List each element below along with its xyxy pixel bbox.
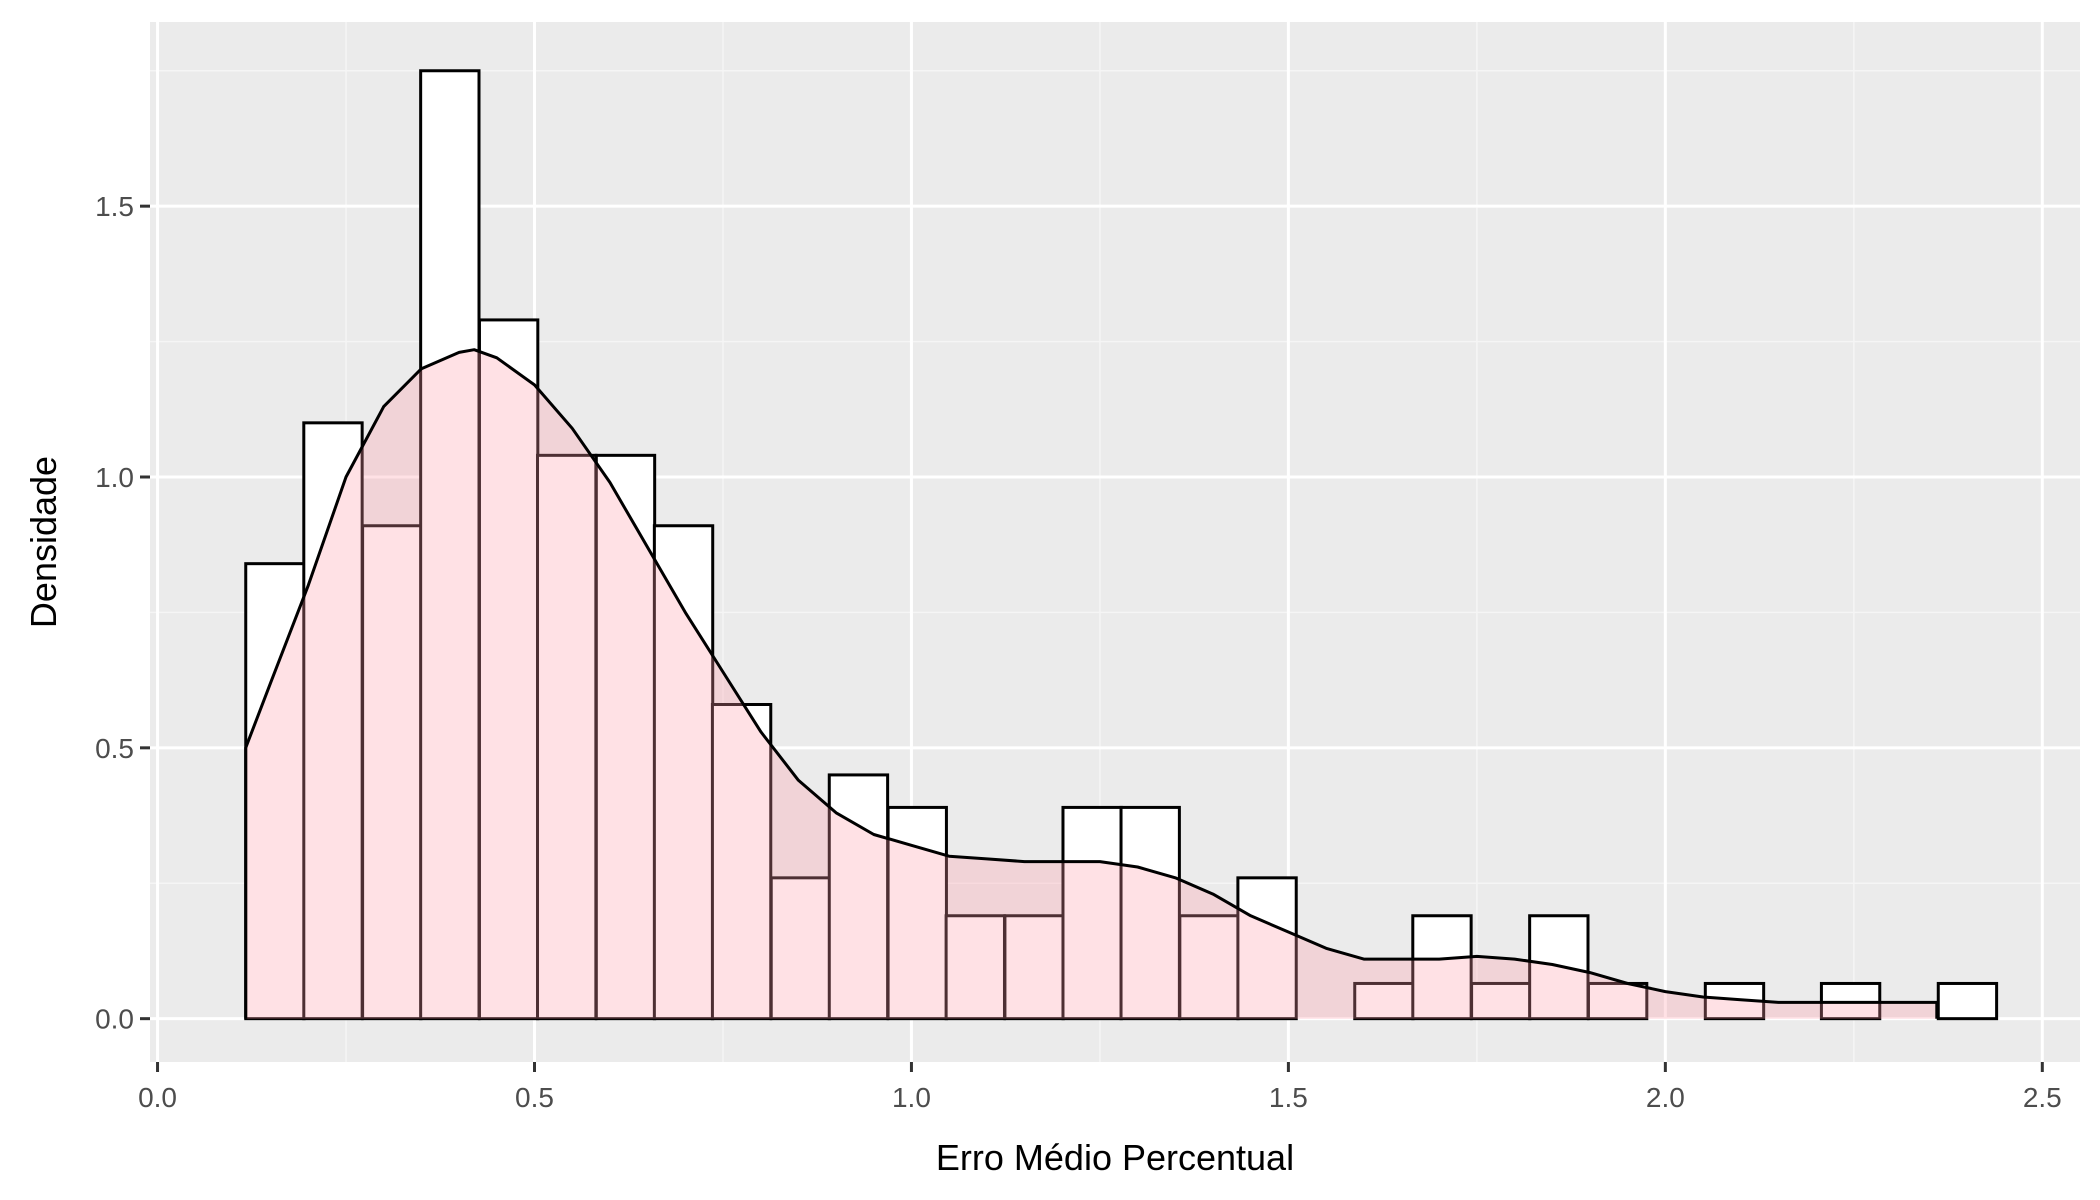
x-axis-title: Erro Médio Percentual [936,1137,1294,1178]
histogram-bar [419,69,481,1021]
y-tick-label: 0.5 [95,733,134,764]
x-tick-label: 1.0 [892,1082,931,1113]
histogram-bar [769,876,832,1021]
y-tick-label: 0.0 [95,1004,134,1035]
x-tick-label: 0.0 [138,1082,177,1113]
x-tick-label: 0.5 [515,1082,554,1113]
y-axis-title: Densidade [23,456,64,628]
x-tick-label: 2.0 [1646,1082,1685,1113]
histogram-bar [1003,914,1065,1021]
histogram-bar [710,703,773,1021]
x-tick-label: 1.5 [1269,1082,1308,1113]
histogram-bar [594,453,657,1021]
y-tick-label: 1.0 [95,462,134,493]
x-tick-label: 2.5 [2023,1082,2062,1113]
histogram-bar [1353,981,1415,1021]
density-layer [244,348,1939,1019]
histogram-bar [244,562,306,1021]
histogram-bar [1061,805,1123,1021]
histogram-bar [1936,981,1999,1021]
density-area [245,349,1937,1019]
y-axis: 0.0 0.5 1.0 1.5 [95,191,150,1035]
histogram-bar [1411,914,1473,1021]
histogram-bar [361,524,423,1021]
y-tick-label: 1.5 [95,191,134,222]
x-axis: 0.0 0.5 1.0 1.5 2.0 2.5 [138,1062,2062,1113]
histogram-bar [1119,805,1181,1021]
histogram-bar [1236,876,1298,1021]
histogram-bars [244,69,1999,1021]
histogram-bar [536,453,598,1021]
density-curve-line [244,348,1939,1019]
histogram-bar [302,421,364,1021]
histogram-bar [944,914,1006,1021]
histogram-bar [1586,981,1649,1021]
